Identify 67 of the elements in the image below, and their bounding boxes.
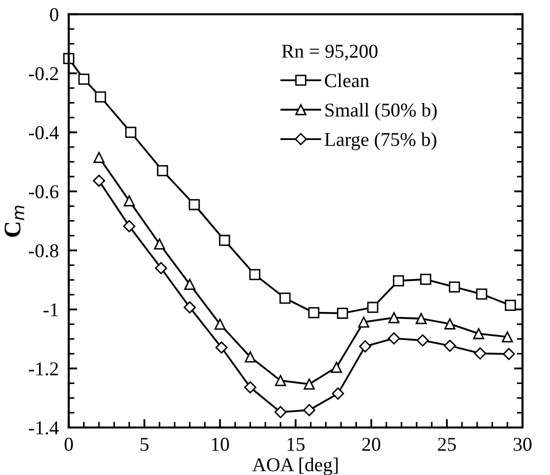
point xyxy=(336,308,348,319)
x-tick-label: 5 xyxy=(140,438,148,451)
y-tick-label: -0.2 xyxy=(28,67,58,80)
x-tick-label: 10 xyxy=(212,438,229,451)
point xyxy=(92,174,106,187)
point xyxy=(388,312,400,324)
legend-label: Clean xyxy=(324,74,370,88)
point xyxy=(249,269,260,280)
point xyxy=(94,91,106,102)
point xyxy=(154,262,168,274)
x-tick-label: 15 xyxy=(288,438,305,451)
point xyxy=(303,404,316,416)
y-tick-label: -0.6 xyxy=(28,185,58,198)
point xyxy=(125,126,136,138)
point xyxy=(473,328,484,340)
y-tick-label: -1.4 xyxy=(28,421,59,435)
point xyxy=(214,318,226,330)
point xyxy=(218,234,230,246)
point xyxy=(416,313,427,324)
point xyxy=(304,378,315,390)
point xyxy=(476,288,488,300)
point xyxy=(474,347,486,360)
y-tick-label: 0 xyxy=(50,8,58,22)
point xyxy=(274,375,286,386)
point xyxy=(420,274,432,285)
x-tick-label: 20 xyxy=(362,438,380,451)
point xyxy=(444,340,456,352)
point xyxy=(184,278,196,290)
point xyxy=(279,292,291,304)
point xyxy=(244,351,256,363)
legend-label: Small (50% b) xyxy=(325,102,437,121)
point xyxy=(502,348,515,360)
point xyxy=(504,300,516,311)
legend-label: Large (75% b) xyxy=(324,132,436,150)
x-tick-label: 30 xyxy=(514,438,532,451)
point xyxy=(358,316,370,328)
point xyxy=(188,199,200,210)
point xyxy=(359,340,372,352)
x-axis-title: AOA [deg] xyxy=(252,458,338,475)
point xyxy=(215,341,228,354)
point xyxy=(416,334,429,347)
y-tick-label: -1 xyxy=(44,303,58,316)
y-tick-label: -1.2 xyxy=(28,362,58,376)
y-axis-title: C$_{m}$ xyxy=(4,206,24,237)
point xyxy=(78,74,90,85)
point xyxy=(330,362,342,373)
point xyxy=(124,195,135,206)
x-tick-label: 0 xyxy=(64,438,73,451)
point xyxy=(448,281,460,293)
y-tick-label: -0.4 xyxy=(28,126,59,140)
point xyxy=(156,165,168,176)
point xyxy=(93,152,105,163)
point xyxy=(367,302,378,313)
point xyxy=(332,387,344,400)
point xyxy=(244,381,256,394)
point xyxy=(274,406,287,418)
point xyxy=(388,332,400,344)
point xyxy=(502,331,513,342)
point xyxy=(308,307,320,318)
y-tick-label: -0.8 xyxy=(28,244,58,258)
point xyxy=(123,220,136,232)
legend-title: Rn = 95,200 xyxy=(282,44,378,61)
point xyxy=(392,275,404,286)
point xyxy=(184,301,196,314)
x-tick-label: 25 xyxy=(438,438,456,451)
point xyxy=(154,238,166,250)
point xyxy=(444,318,456,330)
